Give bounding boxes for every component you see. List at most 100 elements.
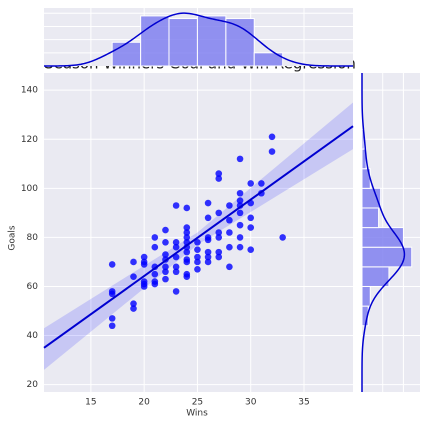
point (247, 224, 255, 231)
point (215, 248, 223, 256)
y-tick-label: 120 (21, 135, 38, 145)
point (172, 268, 180, 276)
x-tick-label: 20 (138, 398, 150, 408)
point (226, 229, 233, 236)
point (151, 243, 159, 251)
hist-bar (361, 285, 371, 307)
point (162, 239, 169, 246)
y-tick-label: 140 (21, 86, 38, 96)
regression-line (43, 125, 354, 349)
point (172, 288, 180, 295)
y-tick-label: 80 (27, 233, 39, 243)
point (204, 236, 212, 244)
point (194, 266, 201, 273)
point (226, 216, 233, 224)
point (226, 202, 233, 209)
point (258, 180, 265, 187)
point (151, 270, 159, 278)
hist-bar (140, 15, 170, 67)
y-tick-label: 100 (21, 184, 38, 194)
point (140, 253, 148, 261)
point (108, 322, 116, 330)
point (194, 258, 201, 266)
x-tick-label: 25 (192, 398, 203, 408)
x-axis-label: Wins (186, 409, 208, 419)
point (140, 278, 148, 285)
point (162, 263, 169, 271)
point (194, 253, 201, 261)
x-tick-label: 35 (298, 398, 309, 408)
point (204, 248, 212, 256)
hist-bar (361, 266, 390, 287)
point (204, 258, 212, 266)
point (247, 214, 255, 222)
point (108, 315, 116, 322)
point (236, 155, 244, 163)
point (236, 189, 244, 197)
y-tick-label: 20 (27, 380, 39, 390)
point (226, 263, 233, 271)
point (183, 248, 191, 256)
point (130, 273, 137, 280)
x-tick-label: 30 (245, 398, 257, 408)
point (183, 234, 191, 241)
point (279, 234, 286, 241)
hist-bar (225, 18, 255, 67)
point (236, 209, 244, 217)
point (215, 175, 223, 182)
point (140, 258, 148, 266)
point (183, 258, 191, 266)
point (151, 234, 159, 241)
point (226, 243, 233, 251)
point (162, 268, 169, 276)
point (194, 246, 201, 253)
point (183, 229, 191, 236)
kde-curve (361, 73, 406, 392)
point (130, 300, 137, 307)
point (130, 305, 137, 312)
point (172, 239, 180, 246)
point (194, 239, 201, 246)
kde-curve (43, 12, 354, 67)
plot-area (44, 73, 353, 392)
point (215, 209, 223, 217)
point (236, 234, 244, 241)
point (108, 290, 116, 298)
point (172, 243, 180, 251)
point (183, 204, 191, 212)
point (215, 170, 223, 177)
point (247, 180, 255, 187)
point (162, 251, 169, 258)
y-tick-label: 40 (27, 331, 39, 341)
hist-bar (253, 52, 284, 67)
point (183, 273, 191, 280)
point (236, 243, 244, 251)
point (215, 234, 223, 241)
hist-bar (361, 207, 380, 229)
point (247, 246, 255, 253)
point (162, 275, 169, 283)
hist-bar (111, 41, 142, 67)
point (204, 253, 212, 261)
point (151, 280, 159, 288)
point (162, 226, 169, 234)
point (204, 214, 212, 222)
x-tick-label: 15 (85, 398, 96, 408)
hist-bar (168, 18, 198, 67)
hist-bar (196, 15, 227, 67)
point (204, 199, 212, 207)
point (140, 283, 148, 290)
y-axis-label: Goals (8, 225, 18, 250)
point (215, 253, 223, 261)
point (215, 229, 223, 236)
point (268, 148, 276, 155)
point (108, 261, 116, 268)
point (236, 197, 244, 204)
hist-bar (361, 187, 382, 209)
point (183, 224, 191, 231)
point (268, 133, 276, 141)
point (172, 263, 180, 271)
point (130, 258, 137, 266)
